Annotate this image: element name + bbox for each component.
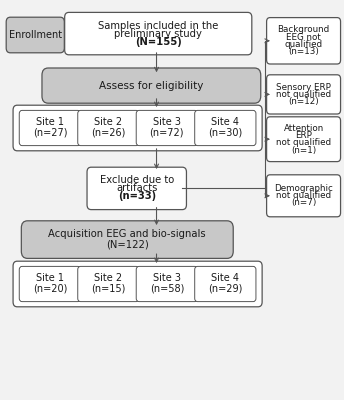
FancyBboxPatch shape [19,110,80,146]
Text: (n=15): (n=15) [91,284,126,294]
Text: Enrollment: Enrollment [9,30,62,40]
FancyBboxPatch shape [195,266,256,302]
Text: (n=20): (n=20) [33,284,67,294]
Text: Site 2: Site 2 [94,274,122,283]
Text: (n=29): (n=29) [208,284,243,294]
Text: Samples included in the: Samples included in the [98,20,218,30]
FancyBboxPatch shape [267,117,341,162]
FancyBboxPatch shape [65,12,252,55]
Text: Exclude due to: Exclude due to [100,175,174,185]
FancyBboxPatch shape [78,110,139,146]
FancyBboxPatch shape [136,110,197,146]
Text: Site 4: Site 4 [211,118,239,127]
Text: not qualified: not qualified [276,138,331,147]
FancyBboxPatch shape [136,266,197,302]
Text: (N=155): (N=155) [135,36,182,46]
FancyBboxPatch shape [195,110,256,146]
Text: artifacts: artifacts [116,183,158,193]
Text: ERP: ERP [295,131,312,140]
FancyBboxPatch shape [6,17,64,53]
Text: qualified: qualified [284,40,323,49]
Text: Acquisition EEG and bio-signals: Acquisition EEG and bio-signals [49,229,206,239]
FancyBboxPatch shape [267,18,341,64]
Text: (n=33): (n=33) [118,192,156,202]
Text: (n=27): (n=27) [33,128,67,138]
Text: (N=122): (N=122) [106,239,149,250]
Text: Background: Background [278,26,330,34]
Text: (n=30): (n=30) [208,128,243,138]
Text: (n=58): (n=58) [150,284,184,294]
FancyBboxPatch shape [42,68,261,103]
Text: (n=13): (n=13) [288,47,319,56]
FancyBboxPatch shape [87,167,186,210]
Text: Site 4: Site 4 [211,274,239,283]
FancyBboxPatch shape [267,175,341,217]
Text: (n=1): (n=1) [291,146,316,154]
Text: Site 1: Site 1 [36,274,64,283]
Text: Site 1: Site 1 [36,118,64,127]
FancyBboxPatch shape [13,261,262,307]
Text: Attention: Attention [283,124,324,133]
Text: EEG not: EEG not [286,33,321,42]
Text: Demographic: Demographic [274,184,333,193]
Text: Assess for eligibility: Assess for eligibility [99,80,204,90]
Text: Sensory ERP: Sensory ERP [276,83,331,92]
FancyBboxPatch shape [267,75,341,114]
Text: not qualified: not qualified [276,90,331,99]
FancyBboxPatch shape [13,105,262,151]
Text: (n=72): (n=72) [150,128,184,138]
FancyBboxPatch shape [78,266,139,302]
Text: preliminary study: preliminary study [114,28,202,38]
Text: (n=26): (n=26) [91,128,126,138]
Text: Site 2: Site 2 [94,118,122,127]
Text: not qualified: not qualified [276,191,331,200]
Text: Site 3: Site 3 [153,274,181,283]
FancyBboxPatch shape [19,266,80,302]
Text: (n=12): (n=12) [288,97,319,106]
FancyBboxPatch shape [21,221,233,258]
Text: Site 3: Site 3 [153,118,181,127]
Text: (n=7): (n=7) [291,198,316,208]
